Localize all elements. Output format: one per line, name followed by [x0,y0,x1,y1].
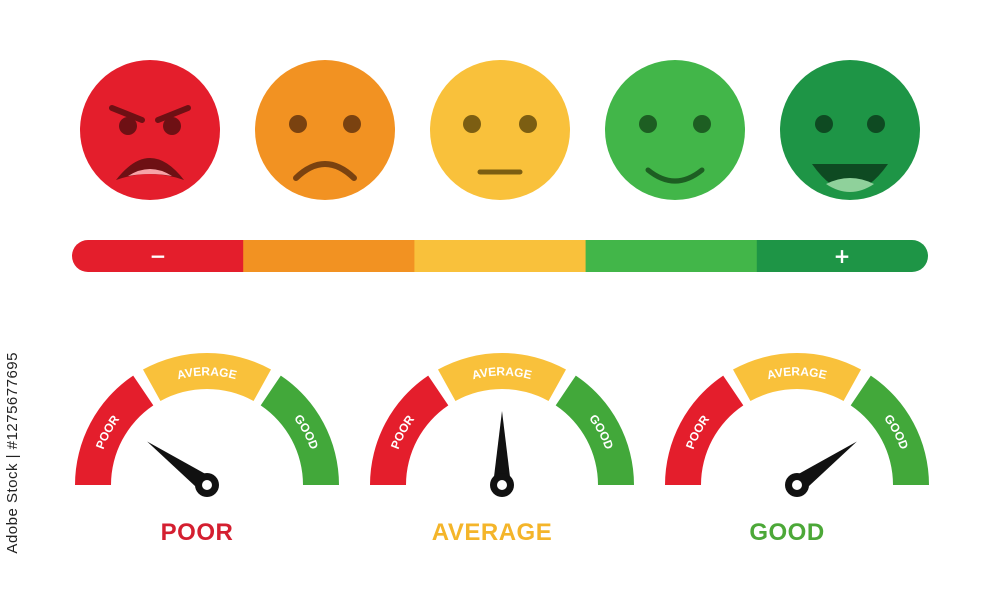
gauge-needle [493,411,511,485]
gauge-needle-hub-center [202,480,212,490]
gauge-result-label-good: GOOD [749,519,824,546]
gauge-needle-hub-center [497,480,507,490]
rating-scale-bar [72,240,928,272]
neutral-face-icon [430,60,570,200]
gauge-segment-good [850,375,929,485]
very-happy-face-icon [780,60,920,200]
emoji-faces-row [80,60,920,200]
scale-bar-segment-5 [756,240,928,272]
gauge-segment-good [555,375,634,485]
angry-face-icon [80,60,220,200]
gauge-segment-average [438,353,566,402]
plus-sign: + [834,244,851,268]
gauge-result-label-poor: POOR [161,519,234,546]
gauge-label-average: AVERAGE [766,364,829,382]
gauge-segment-average [733,353,861,402]
gauge-label-average: AVERAGE [176,364,239,382]
scale-bar-segment-4 [585,240,758,272]
gauge-needle [791,441,857,493]
happy-face-icon [605,60,745,200]
gauge-segment-good [260,375,339,485]
gauge-segment-poor [75,375,154,485]
scale-bar-segment-2 [243,240,415,272]
gauge-needle-hub-center [792,480,802,490]
sad-face-icon [255,60,395,200]
gauge-needle [147,441,213,493]
gauge-segment-average [143,352,271,402]
scale-bar-segment-3 [414,240,587,272]
gauge-segment-poor [370,375,449,485]
gauge-result-label-average: AVERAGE [432,519,552,546]
scale-bar-segment-1 [72,240,244,272]
gauges-row: POORAVERAGEGOODPOORPOORAVERAGEGOODAVERAG… [75,352,929,546]
gauge-segment-poor [665,375,744,485]
gauge-label-average: AVERAGE [471,364,534,382]
minus-sign: − [150,244,167,268]
